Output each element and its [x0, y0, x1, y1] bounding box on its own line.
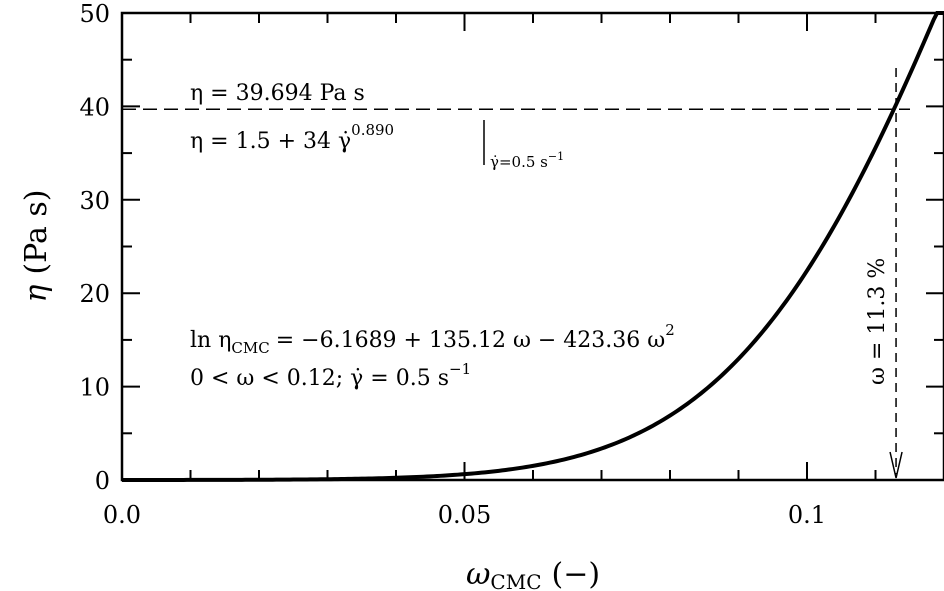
y-tick-label: 30: [79, 187, 110, 215]
reference-lines: [122, 68, 910, 479]
model-lhs: ln η: [190, 328, 231, 353]
y-tick-label: 50: [79, 0, 110, 28]
x-tick-label: 0.1: [788, 501, 826, 529]
svg-text:ln ηCMC= −6.1689 + 135.12 ω −: ln ηCMC = −6.1689 + 135.12 ω − 423.36 ω2: [190, 321, 675, 357]
fit-eval-condition: γ̇=0.5 s−1: [490, 150, 564, 171]
y-tick-label: 0: [95, 467, 110, 495]
model-rhs: = −6.1689 + 135.12 ω − 423.36 ω: [276, 328, 666, 353]
viscosity-curve: [122, 11, 944, 482]
fit-lhs: η =: [190, 129, 236, 154]
reference-arrowhead: [889, 451, 903, 479]
x-tick-label: 0.05: [438, 501, 491, 529]
y-tick-label: 40: [79, 93, 110, 121]
x-axis-title: ωCMC (−): [466, 557, 600, 591]
fit-expr: 1.5 + 34 γ̇: [236, 129, 352, 154]
y-tick-label: 10: [79, 374, 110, 402]
fit-equation: η = 1.5 + 34 γ̇0.890 γ̇=0.5 s−1: [190, 120, 564, 171]
fit-exponent: 0.890: [351, 121, 394, 139]
y-axis-title: η(Pa s): [19, 189, 54, 302]
model-equation: ln ηCMC = −6.1689 + 135.12 ω − 423.36 ω2 …: [190, 321, 675, 391]
model-lhs-sub: CMC: [231, 339, 269, 357]
reference-viscosity-label: η = 39.694 Pa s: [190, 81, 365, 106]
tick-labels: 0.0 0.05 0.1 0 10 20 30 40 50: [79, 0, 826, 529]
model-range: 0 < ω < 0.12; γ̇ = 0.5 s−1: [190, 360, 471, 391]
x-tick-label: 0.0: [103, 501, 141, 529]
model-exponent: 2: [665, 321, 675, 339]
reference-concentration-label: ω = 11.3 %: [865, 258, 890, 385]
y-tick-label: 20: [79, 280, 110, 308]
svg-text:η = 1.5 + 34 γ̇0.890: η = 1.5 + 34 γ̇0.890: [190, 121, 394, 154]
